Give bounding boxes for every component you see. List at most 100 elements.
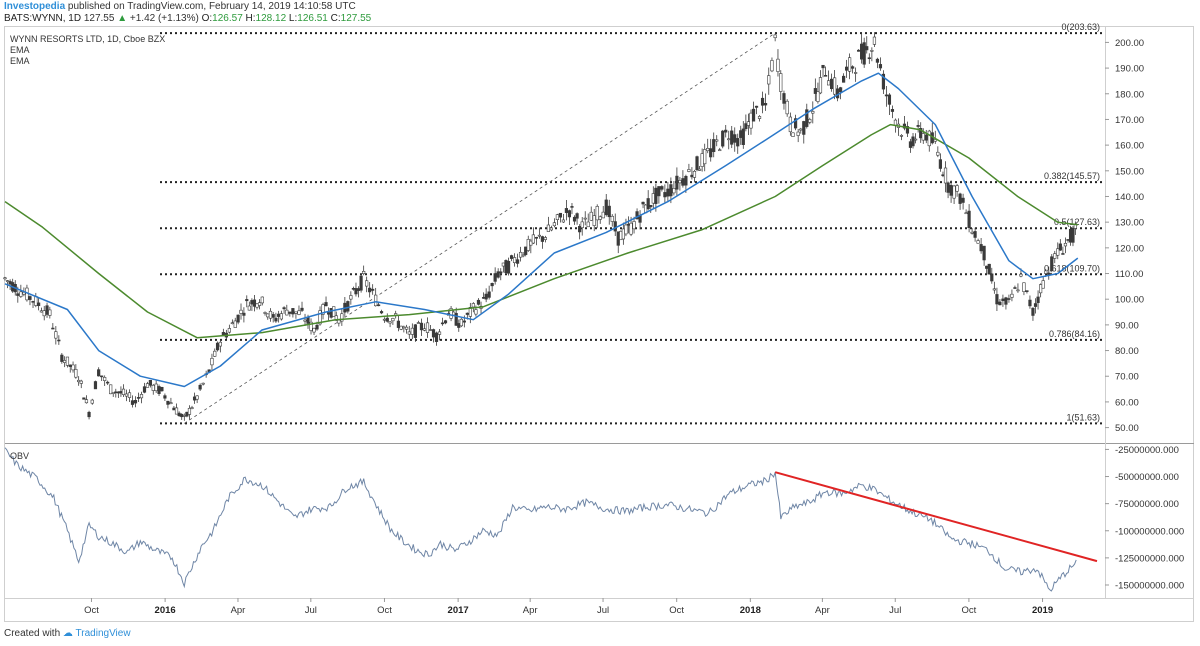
candle-body (899, 135, 904, 137)
candle-body (1010, 293, 1014, 298)
candle-body (580, 221, 584, 228)
candle-body (598, 216, 602, 220)
candle-body (285, 309, 289, 316)
candle-body (19, 291, 23, 297)
candle-body (826, 80, 831, 86)
candle-body (434, 332, 439, 342)
candle-body (79, 380, 83, 384)
candle-body (239, 309, 243, 314)
candle-body (531, 234, 535, 244)
price-tick-label: 170.00 (1115, 115, 1144, 126)
candle-body (65, 356, 70, 366)
candle-body (555, 214, 560, 220)
candle-body (955, 185, 959, 192)
candle-body (529, 240, 533, 246)
fib-level-label: 0.5(127.63) (1054, 217, 1100, 227)
candle-body (816, 91, 820, 102)
candle-body (1066, 239, 1070, 241)
candle-body (471, 303, 475, 308)
obv-trendline[interactable] (774, 471, 1098, 563)
candle-body (878, 64, 883, 69)
price-tick-label: 90.00 (1115, 320, 1139, 331)
created-with-label: Created with (4, 628, 61, 639)
candle-body (60, 354, 64, 362)
candle-body (452, 311, 456, 316)
candle-body (589, 211, 593, 221)
obv-tick-label: -75000000.000 (1115, 499, 1179, 510)
low-value: 126.51 (297, 13, 328, 24)
candle-body (419, 322, 424, 331)
price-tick-label: 70.00 (1115, 372, 1139, 383)
candle-body (537, 234, 541, 237)
month-tick-label: Jul (597, 605, 609, 616)
candle-body (706, 148, 710, 152)
candle-body (521, 254, 525, 257)
candle-body (558, 212, 563, 218)
legend-ema-fast[interactable]: EMA (10, 45, 30, 55)
candle-body (779, 73, 783, 92)
candle-body (169, 402, 173, 404)
candle-body (791, 132, 795, 137)
candle-body (163, 395, 167, 399)
legend-ema-slow[interactable]: EMA (10, 56, 30, 66)
candle-body (721, 130, 725, 147)
candle-body (839, 87, 843, 93)
candle-body (440, 322, 445, 325)
candle-body (312, 327, 316, 333)
investopedia-link[interactable]: Investopedia (4, 1, 66, 12)
high-value: 128.12 (255, 13, 287, 24)
candle-body (416, 322, 421, 324)
candle-body (45, 305, 49, 315)
candle-body (303, 319, 307, 322)
candle-body (595, 206, 599, 221)
candle-body (543, 237, 547, 240)
candle-body (139, 394, 144, 399)
candle-body (359, 275, 363, 291)
candle-body (16, 293, 20, 296)
candle-body (830, 78, 834, 90)
candle-body (961, 197, 965, 203)
price-tick-label: 140.00 (1115, 192, 1144, 203)
published-info: published on TradingView.com, February 1… (67, 1, 356, 12)
candle-body (201, 382, 205, 385)
chart-frame[interactable] (4, 26, 1194, 622)
candle-body (964, 212, 968, 215)
candle-body (567, 210, 572, 218)
candle-body (793, 118, 798, 129)
candle-body (462, 320, 466, 323)
candle-body (570, 206, 574, 208)
candle-body (309, 321, 313, 331)
price-tick-label: 190.00 (1115, 64, 1144, 75)
fib-trend-diagonal[interactable] (184, 32, 776, 424)
candle-body (776, 58, 780, 72)
candle-body (887, 94, 892, 105)
price-tick-label: 60.00 (1115, 397, 1139, 408)
candle-body (751, 108, 756, 122)
price-change: +1.42 (+1.13%) (129, 13, 199, 24)
candle-body (610, 215, 614, 222)
candle-body (632, 221, 636, 230)
obv-line[interactable] (4, 447, 1077, 592)
tradingview-brand[interactable]: TradingView (75, 628, 131, 639)
ema-fast-line[interactable] (4, 72, 1079, 388)
candle-body (690, 174, 694, 178)
symbol-label: BATS:WYNN, 1D (4, 13, 82, 24)
candle-body (1033, 303, 1038, 307)
candle-body (616, 231, 620, 246)
candle-body (172, 407, 176, 411)
ema-slow-line[interactable] (4, 123, 1078, 339)
candle-body (334, 315, 338, 321)
candle-body (382, 318, 387, 321)
high-label: H: (245, 13, 256, 24)
candle-body (127, 392, 132, 398)
candle-body (624, 224, 628, 235)
close-value: 127.55 (340, 13, 372, 24)
candle-body (1001, 298, 1005, 301)
candle-body (51, 327, 55, 330)
candle-body (166, 400, 170, 405)
candle-body (279, 313, 283, 320)
fib-level-label: 1(51.63) (1066, 412, 1100, 422)
candle-body (277, 313, 281, 317)
candle-body (870, 50, 874, 52)
